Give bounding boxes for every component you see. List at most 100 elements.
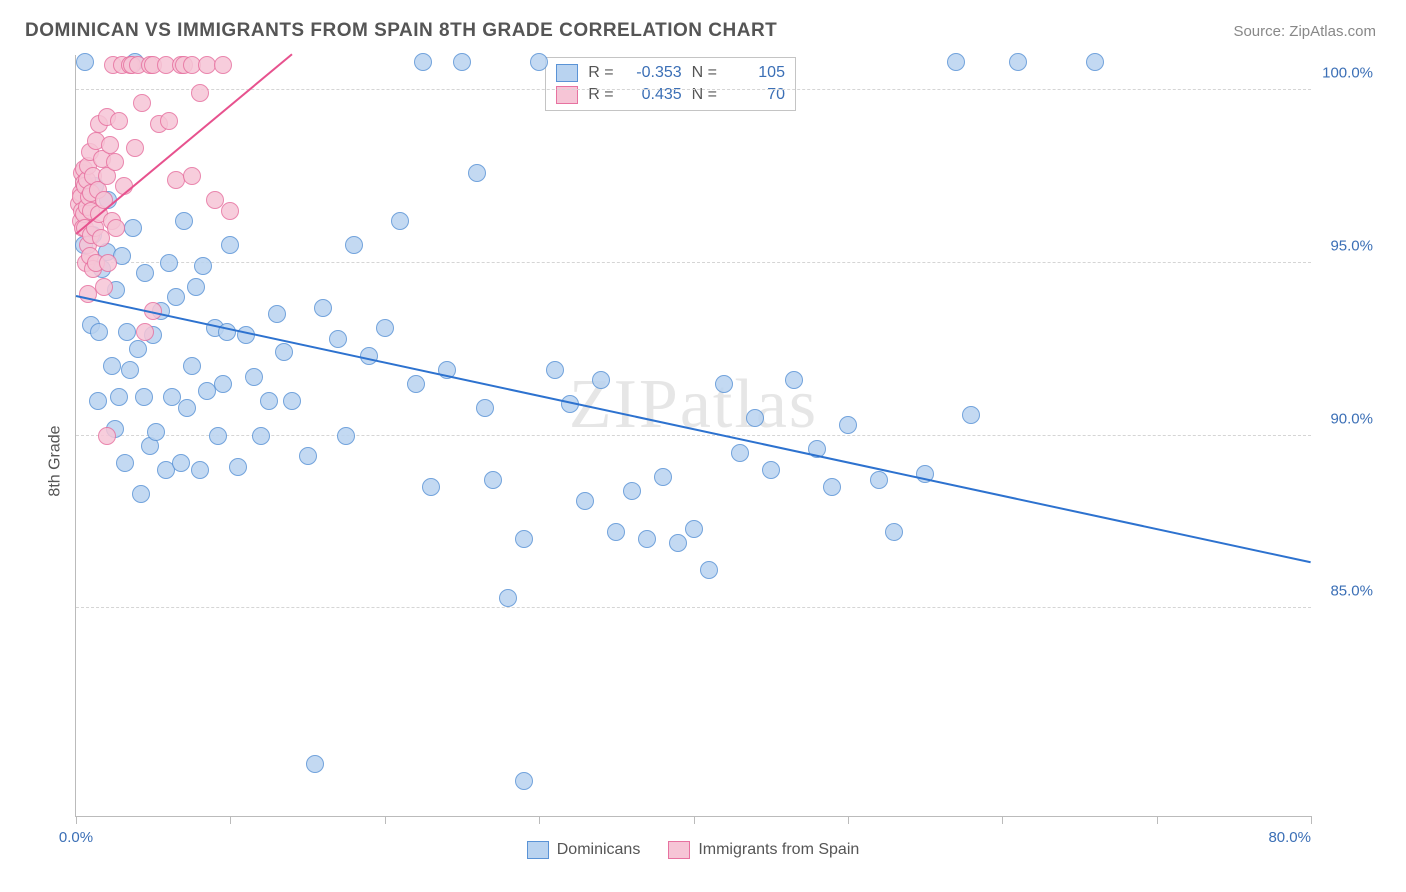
scatter-point — [84, 167, 102, 185]
grid-line — [76, 435, 1311, 436]
scatter-point — [104, 56, 122, 74]
scatter-point — [82, 184, 100, 202]
x-tick — [539, 816, 540, 824]
legend-swatch-dominicans — [527, 841, 549, 859]
y-axis-label: 8th Grade — [47, 425, 65, 496]
scatter-point — [345, 236, 363, 254]
scatter-point — [77, 254, 95, 272]
scatter-point — [607, 523, 625, 541]
scatter-point — [121, 56, 139, 74]
scatter-point — [422, 478, 440, 496]
scatter-point — [160, 254, 178, 272]
scatter-point — [84, 226, 102, 244]
scatter-point — [79, 236, 97, 254]
scatter-point — [103, 357, 121, 375]
stat-r-label: R = — [588, 64, 613, 82]
swatch-dominicans — [556, 64, 578, 82]
scatter-point — [81, 143, 99, 161]
scatter-point — [99, 254, 117, 272]
scatter-point — [144, 326, 162, 344]
scatter-point — [314, 299, 332, 317]
scatter-point — [157, 461, 175, 479]
scatter-point — [746, 409, 764, 427]
scatter-point — [172, 56, 190, 74]
scatter-point — [700, 561, 718, 579]
scatter-point — [84, 260, 102, 278]
scatter-point — [129, 340, 147, 358]
scatter-point — [101, 136, 119, 154]
scatter-point — [136, 264, 154, 282]
scatter-point — [89, 181, 107, 199]
scatter-point — [72, 188, 90, 206]
x-tick — [848, 816, 849, 824]
x-tick — [1002, 816, 1003, 824]
chart-title: DOMINICAN VS IMMIGRANTS FROM SPAIN 8TH G… — [25, 20, 777, 42]
scatter-point — [476, 399, 494, 417]
scatter-point — [126, 139, 144, 157]
scatter-point — [221, 236, 239, 254]
scatter-point — [275, 343, 293, 361]
scatter-point — [515, 530, 533, 548]
scatter-point — [245, 368, 263, 386]
scatter-point — [414, 53, 432, 71]
stat-n-value: 105 — [727, 64, 785, 82]
scatter-point — [75, 160, 93, 178]
scatter-point — [191, 461, 209, 479]
scatter-point — [136, 323, 154, 341]
scatter-point — [75, 236, 93, 254]
grid-line — [76, 607, 1311, 608]
scatter-point — [150, 115, 168, 133]
bottom-legend: Dominicans Immigrants from Spain — [75, 841, 1311, 859]
scatter-point — [329, 330, 347, 348]
scatter-point — [175, 212, 193, 230]
scatter-point — [121, 361, 139, 379]
scatter-point — [962, 406, 980, 424]
legend-label: Dominicans — [557, 841, 641, 859]
scatter-point — [82, 316, 100, 334]
scatter-point — [110, 112, 128, 130]
scatter-point — [407, 375, 425, 393]
scatter-point — [183, 357, 201, 375]
scatter-point — [126, 53, 144, 71]
scatter-point — [116, 454, 134, 472]
legend-label: Immigrants from Spain — [698, 841, 859, 859]
scatter-point — [638, 530, 656, 548]
scatter-point — [209, 427, 227, 445]
scatter-point — [147, 423, 165, 441]
scatter-point — [762, 461, 780, 479]
grid-line — [76, 89, 1311, 90]
scatter-point — [75, 174, 93, 192]
scatter-point — [785, 371, 803, 389]
scatter-point — [163, 388, 181, 406]
scatter-point — [214, 56, 232, 74]
trend-line — [75, 53, 292, 234]
scatter-point — [135, 388, 153, 406]
scatter-point — [172, 454, 190, 472]
scatter-point — [123, 56, 141, 74]
stats-row-dominicans: R = -0.353 N = 105 — [556, 62, 785, 84]
scatter-point — [107, 281, 125, 299]
y-tick-label: 90.0% — [1330, 410, 1373, 427]
scatter-point — [337, 427, 355, 445]
x-tick — [385, 816, 386, 824]
scatter-point — [654, 468, 672, 486]
scatter-point — [157, 56, 175, 74]
scatter-point — [252, 427, 270, 445]
scatter-point — [95, 278, 113, 296]
scatter-point — [98, 243, 116, 261]
scatter-point — [198, 56, 216, 74]
scatter-point — [82, 226, 100, 244]
scatter-point — [194, 257, 212, 275]
scatter-point — [93, 260, 111, 278]
scatter-point — [175, 56, 193, 74]
scatter-point — [268, 305, 286, 323]
scatter-point — [90, 115, 108, 133]
scatter-point — [124, 219, 142, 237]
x-tick — [1311, 816, 1312, 824]
y-tick-label: 95.0% — [1330, 237, 1373, 254]
scatter-point — [1009, 53, 1027, 71]
y-tick-label: 100.0% — [1322, 64, 1373, 81]
x-tick — [1157, 816, 1158, 824]
scatter-point — [110, 388, 128, 406]
scatter-point — [160, 112, 178, 130]
